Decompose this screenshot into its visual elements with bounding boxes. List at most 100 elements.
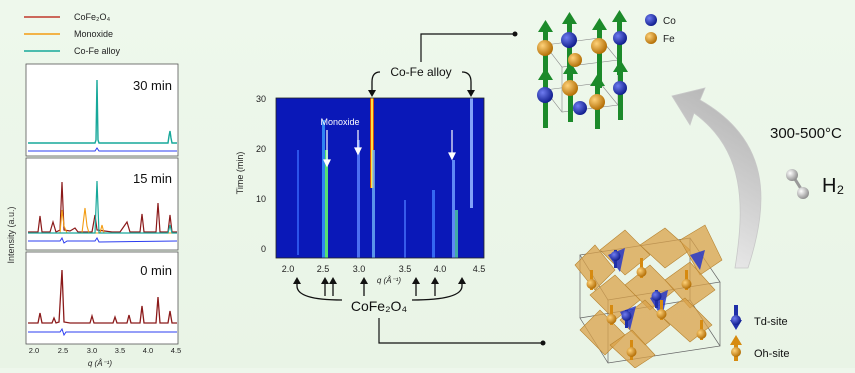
xrd-panel-label-0min: 0 min bbox=[140, 263, 172, 278]
reaction-conditions: 300-500°C H₂ bbox=[770, 125, 844, 199]
heatmap-ytick-30: 30 bbox=[256, 94, 266, 104]
atom-fe-1 bbox=[537, 40, 553, 56]
monoxide-arrowhead-3 bbox=[448, 152, 456, 161]
td-site-icon-arrow bbox=[734, 305, 738, 323]
heatmap-ylabel: Time (min) bbox=[235, 152, 245, 195]
heatmap-plot-area bbox=[276, 98, 484, 258]
oh-site-icon bbox=[731, 347, 741, 357]
spin-5 bbox=[543, 78, 548, 128]
xrd-panel-label-15min: 15 min bbox=[133, 171, 172, 186]
spin-6 bbox=[568, 72, 573, 122]
atom-co-1 bbox=[561, 32, 577, 48]
monoxide-arrows bbox=[323, 130, 456, 168]
xrd-xlabel: q (Å⁻¹) bbox=[88, 359, 113, 368]
xrd-panel-label-30min: 30 min bbox=[133, 78, 172, 93]
legend: CoFe₂O₄ Monoxide Co-Fe alloy bbox=[24, 12, 121, 56]
alloy-spins bbox=[537, 10, 628, 129]
spinel-connector-dot bbox=[540, 340, 546, 346]
xrd-diff-0min bbox=[28, 327, 177, 337]
legend-label-cofe2o4: CoFe₂O₄ bbox=[74, 12, 111, 22]
spinel-arrowheads bbox=[293, 277, 466, 284]
spinel-arrow-curve-right bbox=[411, 282, 463, 301]
spinel-connector bbox=[378, 318, 543, 344]
streak-4.2 bbox=[452, 160, 455, 258]
heatmap-yticks: 30 20 10 0 bbox=[256, 94, 266, 254]
heatmap: Time (min) 30 20 10 0 2.0 2.5 3.0 bbox=[235, 31, 546, 346]
atom-co-3 bbox=[537, 87, 553, 103]
legend-label-monoxide: Monoxide bbox=[74, 29, 113, 39]
spinel-arrow-curve-left bbox=[296, 282, 343, 301]
heatmap-ytick-10: 10 bbox=[256, 194, 266, 204]
heatmap-ytick-0: 0 bbox=[261, 244, 266, 254]
atom-fe-4 bbox=[562, 80, 578, 96]
xrd-xtick-3.0: 3.0 bbox=[87, 346, 97, 355]
spinel-arrows bbox=[296, 282, 463, 301]
xrd-stack: Intensity (a.u.) 30 min 15 min 0 min 2.0… bbox=[6, 63, 181, 368]
xrd-xtick-2.5: 2.5 bbox=[58, 346, 68, 355]
spinel-structure: Td-site Oh-site bbox=[574, 224, 789, 369]
h2-label: H₂ bbox=[822, 175, 844, 197]
xrd-xtick-4.5: 4.5 bbox=[171, 346, 181, 355]
alloy-structure: Co Fe bbox=[537, 10, 676, 129]
spinel-label: CoFe₂O₄ bbox=[351, 298, 408, 314]
legend-co-icon bbox=[645, 14, 657, 26]
xrd-xticks: 2.0 2.5 3.0 3.5 4.0 4.5 bbox=[29, 346, 181, 355]
atom-co-5 bbox=[573, 101, 587, 115]
heatmap-xtick-3.5: 3.5 bbox=[399, 264, 412, 274]
xrd-ylabel: Intensity (a.u.) bbox=[6, 206, 16, 263]
atom-co-2 bbox=[613, 31, 627, 45]
heatmap-frame bbox=[275, 97, 485, 259]
streak-3.8 bbox=[432, 190, 435, 258]
xrd-trace-15min-monoxide bbox=[28, 207, 177, 234]
alloy-bracket-right bbox=[461, 71, 472, 92]
xrd-trace-30min-alloy bbox=[28, 79, 177, 144]
legend-fe-label: Fe bbox=[663, 34, 675, 45]
streak-4.4 bbox=[470, 98, 473, 208]
xrd-diff-30min bbox=[28, 147, 177, 152]
xrd-panel-0min bbox=[25, 251, 179, 345]
xrd-xtick-3.5: 3.5 bbox=[115, 346, 125, 355]
xrd-panel-15min bbox=[25, 157, 179, 251]
alloy-label: Co-Fe alloy bbox=[390, 65, 451, 79]
heatmap-xtick-2.0: 2.0 bbox=[282, 264, 295, 274]
xrd-panel-30min bbox=[25, 63, 179, 157]
streak-4.2-green bbox=[455, 210, 458, 258]
heatmap-xtick-4.5: 4.5 bbox=[473, 264, 486, 274]
temperature-label: 300-500°C bbox=[770, 125, 842, 142]
legend-co-label: Co bbox=[663, 16, 676, 27]
spin-3 bbox=[597, 28, 602, 88]
heatmap-xtick-2.5: 2.5 bbox=[317, 264, 330, 274]
monoxide-label: Monoxide bbox=[320, 117, 359, 127]
spin-1 bbox=[543, 30, 548, 90]
transformation-arrow bbox=[671, 87, 762, 269]
xrd-xtick-4.0: 4.0 bbox=[143, 346, 153, 355]
streak-2.5-green bbox=[325, 150, 328, 258]
streak-2.9 bbox=[357, 140, 360, 258]
oh-site-label: Oh-site bbox=[754, 348, 789, 360]
alloy-connector-dot bbox=[512, 31, 518, 37]
atom-fe-5 bbox=[589, 94, 605, 110]
streak-3.5 bbox=[404, 200, 406, 258]
streak-2.1 bbox=[297, 150, 299, 255]
xrd-diff-15min bbox=[28, 236, 178, 244]
xrd-trace-15min-alloy bbox=[28, 180, 177, 234]
streak-3.1-tail bbox=[372, 150, 375, 258]
xrd-xtick-2.0: 2.0 bbox=[29, 346, 39, 355]
alloy-arrowhead-right bbox=[467, 90, 475, 97]
heatmap-xtick-4.0: 4.0 bbox=[434, 264, 447, 274]
alloy-connector bbox=[420, 33, 515, 62]
monoxide-arrowhead-2 bbox=[354, 147, 362, 156]
heatmap-xticks: 2.0 2.5 3.0 3.5 4.0 4.5 bbox=[282, 264, 486, 274]
alloy-arrowhead-left bbox=[368, 90, 376, 97]
heatmap-streaks bbox=[297, 98, 473, 258]
legend-fe-icon bbox=[645, 32, 657, 44]
atom-co-4 bbox=[613, 81, 627, 95]
h2-molecule-icon bbox=[786, 169, 809, 199]
heatmap-xtick-3.0: 3.0 bbox=[353, 264, 366, 274]
monoxide-arrowhead-1 bbox=[323, 159, 331, 168]
td-site-icon bbox=[731, 315, 741, 325]
spinel-legend: Td-site Oh-site bbox=[730, 305, 789, 361]
streak-3.1-yellow bbox=[371, 98, 373, 188]
